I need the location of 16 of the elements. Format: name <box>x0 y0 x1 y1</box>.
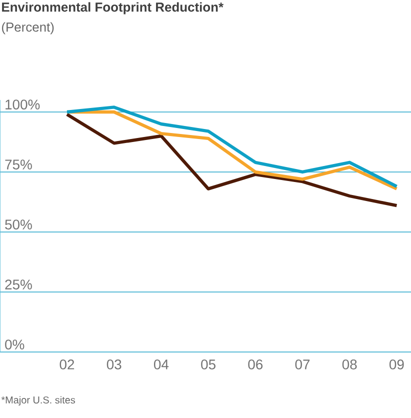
x-tick-label: 07 <box>295 360 310 370</box>
x-tick-label: 03 <box>106 360 122 370</box>
chart-subtitle: (Percent) <box>2 22 54 34</box>
x-tick-label: 09 <box>389 360 404 370</box>
y-tick-label: 75% <box>5 160 32 170</box>
chart-title: Environmental Footprint Reduction* <box>2 2 224 14</box>
x-tick-label: 08 <box>342 360 357 370</box>
x-tick-label: 02 <box>60 360 74 370</box>
x-tick-label: 04 <box>154 360 169 370</box>
text: *Major U.S. sites <box>1 396 76 406</box>
x-tick-label: 05 <box>201 360 216 370</box>
y-tick-label: 100% <box>6 100 40 110</box>
y-tick-label: 50% <box>5 220 32 230</box>
y-tick-label: 0% <box>5 340 24 350</box>
y-tick-label: 25% <box>5 280 32 290</box>
x-tick-label: 06 <box>248 360 263 370</box>
